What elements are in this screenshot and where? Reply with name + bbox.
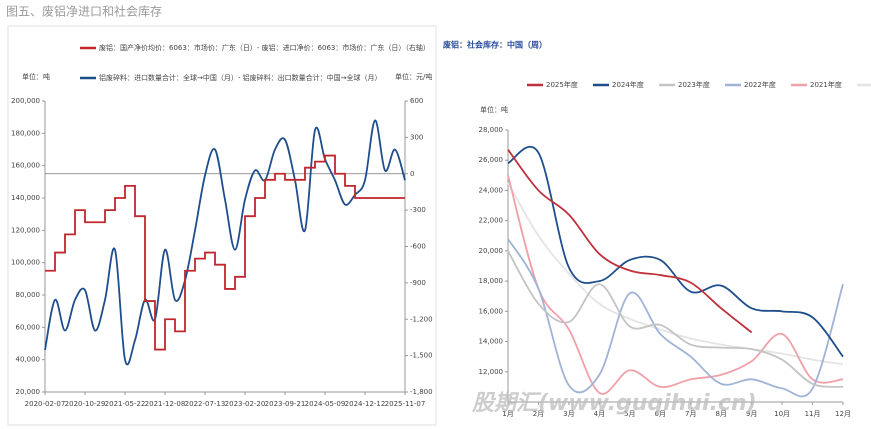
y2-tick-label: 600 bbox=[410, 97, 423, 105]
x-tick-label: 2020-10-29 bbox=[65, 400, 106, 408]
legend-label: 2021年度 bbox=[810, 80, 842, 89]
x-tick-label: 2月 bbox=[533, 410, 544, 418]
legend-label: 2022年度 bbox=[744, 80, 776, 89]
legend-label: 废铝：国产净价均价：6063：市场价：广东（日）- 废铝：进口净价：6063：市… bbox=[99, 43, 430, 52]
y-tick-label: 16,000 bbox=[479, 307, 504, 315]
x-tick-label: 3月 bbox=[563, 410, 574, 418]
x-tick-label: 2021-12-08 bbox=[145, 400, 186, 408]
x-tick-label: 9月 bbox=[746, 410, 757, 418]
page-title: 图五、废铝净进口和社会库存 bbox=[6, 4, 162, 19]
y-tick-label: 20,000 bbox=[479, 247, 504, 255]
x-tick-label: 2021-05-22 bbox=[105, 400, 146, 408]
y-tick-label: 24,000 bbox=[479, 186, 504, 194]
x-tick-label: 1月 bbox=[502, 410, 513, 418]
watermark: 股期汇(www.guqihui.cn) bbox=[471, 391, 757, 416]
x-tick-label: 7月 bbox=[685, 410, 696, 418]
y2-tick-label: -1,500 bbox=[410, 352, 433, 360]
y-tick-label: 26,000 bbox=[479, 156, 504, 164]
series-line bbox=[45, 154, 405, 351]
y-tick-label: 14,000 bbox=[479, 338, 504, 346]
y-tick-label: 120,000 bbox=[11, 226, 40, 234]
series-line bbox=[507, 250, 844, 388]
y2-tick-label: 0 bbox=[410, 170, 414, 178]
legend-label: 2023年度 bbox=[678, 80, 710, 89]
y-tick-label: 22,000 bbox=[479, 217, 504, 225]
x-tick-label: 2023-02-20 bbox=[225, 400, 266, 408]
y-tick-label: 18,000 bbox=[479, 277, 504, 285]
x-tick-label: 11月 bbox=[805, 410, 821, 418]
y-axis-label: 单位：吨 bbox=[480, 105, 508, 114]
y-tick-label: 180,000 bbox=[11, 129, 40, 137]
y2-tick-label: -600 bbox=[410, 243, 426, 251]
y-tick-label: 100,000 bbox=[11, 259, 40, 267]
y-tick-label: 40,000 bbox=[16, 356, 41, 364]
y2-tick-label: -900 bbox=[410, 279, 426, 287]
chart-title: 废铝：社会库存：中国（周） bbox=[443, 40, 547, 50]
y-tick-label: 12,000 bbox=[479, 368, 504, 376]
y-tick-label: 20,000 bbox=[16, 388, 41, 396]
left-panel bbox=[7, 25, 437, 426]
x-tick-label: 2025-11-07 bbox=[385, 400, 426, 408]
y2-tick-label: -1,200 bbox=[410, 315, 433, 323]
x-tick-label: 2024-12-12 bbox=[345, 400, 386, 408]
y2-tick-label: -1,800 bbox=[410, 388, 433, 396]
y-tick-label: 160,000 bbox=[11, 162, 40, 170]
x-tick-label: 2023-09-21 bbox=[265, 400, 306, 408]
series-line bbox=[507, 149, 753, 334]
series-line bbox=[507, 175, 844, 395]
series-line bbox=[507, 182, 844, 366]
x-tick-label: 4月 bbox=[594, 410, 605, 418]
x-tick-label: 5月 bbox=[624, 410, 635, 418]
legend-label: 2024年度 bbox=[612, 80, 644, 89]
legend-label: 铝废碎料：进口数量合计：全球→中国（月）- 铝废碎料：出口数量合计：中国→全球（… bbox=[99, 73, 381, 82]
y-axis-label: 单位：吨 bbox=[22, 72, 50, 81]
series-line bbox=[507, 145, 844, 358]
series-line bbox=[44, 119, 406, 366]
x-tick-label: 2020-02-07 bbox=[25, 400, 66, 408]
series-line bbox=[507, 238, 844, 398]
y-tick-label: 80,000 bbox=[16, 291, 41, 299]
x-tick-label: 8月 bbox=[715, 410, 726, 418]
x-tick-label: 12月 bbox=[835, 410, 851, 418]
y-tick-label: 28,000 bbox=[479, 126, 504, 134]
x-tick-label: 10月 bbox=[774, 410, 790, 418]
y2-tick-label: 300 bbox=[410, 133, 423, 141]
y-tick-label: 60,000 bbox=[16, 323, 41, 331]
y-tick-label: 200,000 bbox=[11, 97, 40, 105]
y2-tick-label: -300 bbox=[410, 206, 426, 214]
y2-axis-label: 单位：元/吨 bbox=[395, 72, 432, 81]
legend-label: 2025年度 bbox=[546, 80, 578, 89]
x-tick-label: 2024-05-09 bbox=[305, 400, 346, 408]
x-tick-label: 2022-07-13 bbox=[185, 400, 226, 408]
y-tick-label: 140,000 bbox=[11, 194, 40, 202]
x-tick-label: 6月 bbox=[655, 410, 666, 418]
